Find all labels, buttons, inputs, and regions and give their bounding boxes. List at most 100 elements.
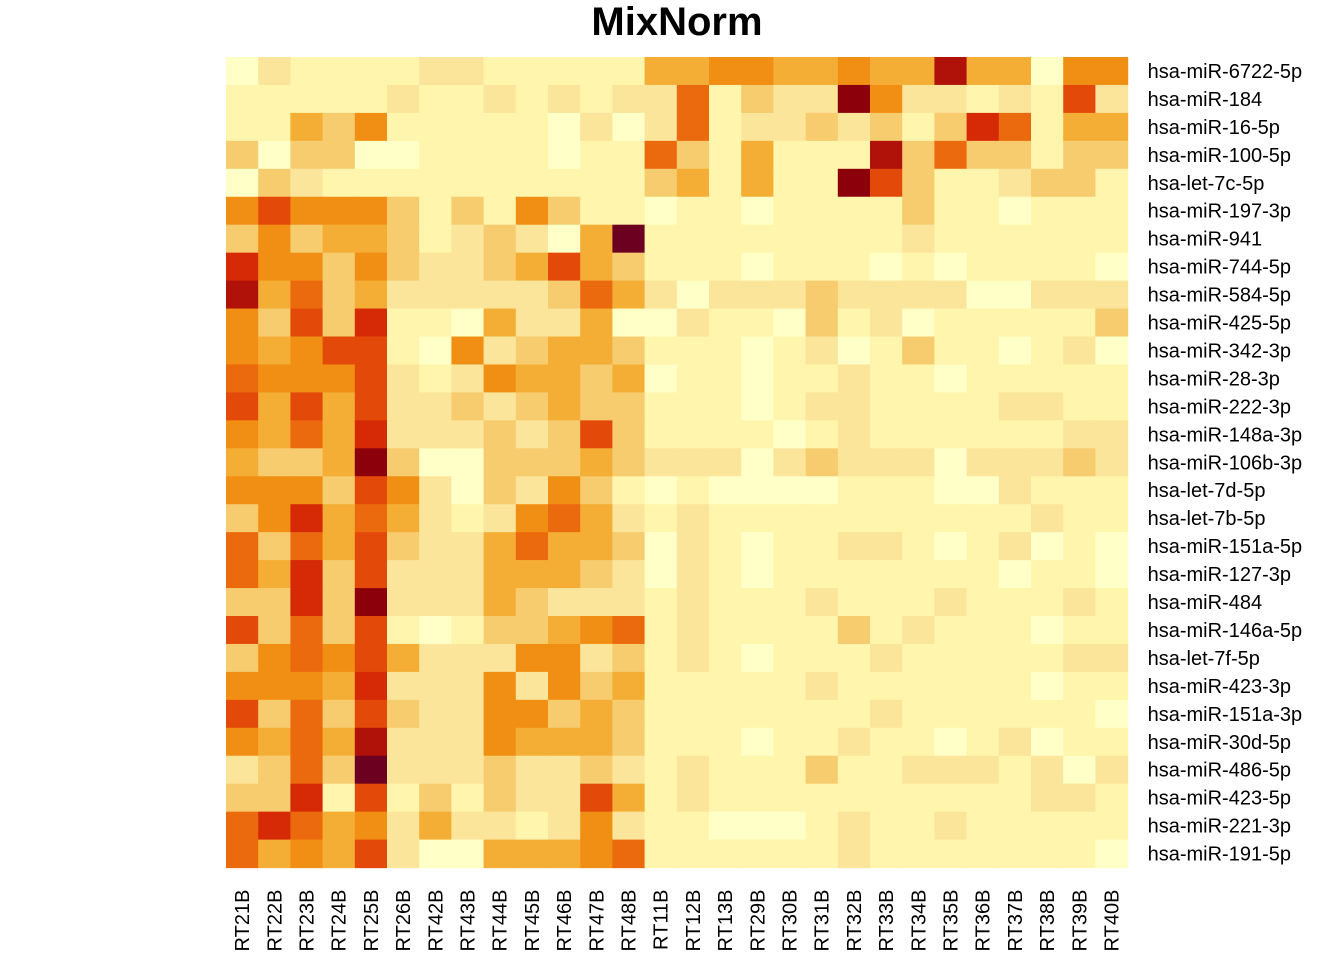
heatmap-cell — [1031, 140, 1064, 170]
heatmap-cell — [548, 755, 581, 785]
heatmap-cell — [226, 727, 259, 757]
heatmap-cell — [548, 839, 581, 869]
heatmap-cell — [837, 364, 871, 393]
heatmap-cell — [773, 308, 807, 338]
heatmap-cell — [451, 252, 485, 282]
heatmap-cell — [644, 224, 678, 254]
heatmap-cell — [998, 504, 1032, 533]
heatmap-cell — [548, 392, 581, 421]
heatmap-cell — [483, 783, 517, 813]
heatmap-cell — [998, 671, 1032, 701]
heatmap-cell — [870, 643, 903, 673]
column-label: RT24B — [329, 890, 351, 952]
heatmap-cell — [515, 168, 549, 198]
heatmap-cell — [226, 84, 259, 114]
heatmap-cell — [612, 336, 646, 366]
heatmap-cell — [419, 616, 452, 645]
heatmap-cell — [322, 364, 356, 393]
heatmap-cell — [676, 252, 710, 282]
heatmap-cell — [387, 392, 420, 421]
heatmap-cell — [515, 699, 549, 729]
heatmap-cell — [322, 560, 356, 589]
heatmap-cell — [387, 224, 420, 254]
heatmap-cell — [773, 280, 807, 310]
heatmap-cell — [451, 112, 485, 142]
heatmap-cell — [870, 588, 903, 617]
heatmap-cell — [934, 532, 968, 561]
heatmap-cell — [387, 252, 420, 282]
heatmap-cell — [612, 643, 646, 673]
heatmap-cell — [290, 560, 324, 589]
heatmap-cell — [612, 280, 646, 310]
heatmap-cell — [902, 84, 935, 114]
heatmap-cell — [483, 560, 517, 589]
heatmap-cell — [612, 671, 646, 701]
heatmap-cell — [451, 224, 485, 254]
column-label: RT11B — [651, 890, 673, 950]
heatmap-cell — [354, 448, 388, 477]
heatmap-cell — [387, 112, 420, 142]
heatmap-cell — [290, 420, 324, 449]
heatmap-cell — [483, 755, 517, 785]
heatmap-cell — [387, 671, 420, 701]
heatmap-cell — [419, 588, 452, 617]
heatmap-cell — [612, 57, 646, 86]
heatmap-cell — [354, 727, 388, 757]
heatmap-cell — [773, 560, 807, 589]
heatmap-cell — [548, 811, 581, 841]
heatmap-cell — [837, 448, 871, 477]
heatmap-cell — [1095, 280, 1129, 310]
heatmap-cell — [902, 504, 935, 533]
heatmap-cell — [805, 727, 839, 757]
heatmap-cell — [644, 112, 678, 142]
heatmap-cell — [387, 727, 420, 757]
heatmap-cell — [322, 84, 356, 114]
heatmap-cell — [226, 308, 259, 338]
heatmap-cell — [322, 671, 356, 701]
heatmap-cell — [612, 699, 646, 729]
heatmap-cell — [322, 252, 356, 282]
heatmap-cell — [580, 252, 613, 282]
heatmap-cell — [934, 504, 968, 533]
heatmap-cell — [387, 280, 420, 310]
heatmap-cell — [515, 588, 549, 617]
heatmap-cell — [226, 783, 259, 813]
heatmap-cell — [966, 84, 1000, 114]
heatmap-cell — [1095, 364, 1129, 393]
heatmap-cell — [612, 392, 646, 421]
heatmap-cell — [226, 560, 259, 589]
heatmap-cell — [612, 420, 646, 449]
heatmap-cell — [837, 308, 871, 338]
heatmap-cell — [741, 196, 774, 226]
heatmap-cell — [902, 448, 935, 477]
heatmap-cell — [741, 392, 774, 421]
heatmap-cell — [902, 140, 935, 170]
heatmap-cell — [580, 783, 613, 813]
heatmap-cell — [741, 504, 774, 533]
heatmap-cell — [934, 616, 968, 645]
heatmap-cell — [226, 168, 259, 198]
heatmap-cell — [837, 140, 871, 170]
heatmap-cell — [966, 616, 1000, 645]
heatmap-cell — [451, 336, 485, 366]
heatmap-cell — [709, 755, 742, 785]
heatmap-cell — [387, 140, 420, 170]
heatmap-cell — [902, 671, 935, 701]
heatmap-cell — [451, 532, 485, 561]
heatmap-cell — [709, 168, 742, 198]
heatmap-cell — [451, 727, 485, 757]
heatmap-cell — [805, 252, 839, 282]
column-label: RT43B — [458, 890, 480, 952]
heatmap-cell — [998, 280, 1032, 310]
heatmap-cell — [1063, 84, 1096, 114]
heatmap-cell — [998, 448, 1032, 477]
heatmap-cell — [1031, 168, 1064, 198]
row-label: hsa-miR-423-5p — [1148, 788, 1291, 810]
row-label: hsa-miR-100-5p — [1148, 145, 1291, 167]
heatmap-cell — [966, 727, 1000, 757]
column-label: RT21B — [232, 890, 254, 952]
column-label: RT40B — [1102, 890, 1124, 952]
row-label: hsa-let-7d-5p — [1148, 480, 1266, 502]
heatmap-cell — [258, 588, 291, 617]
heatmap-cell — [419, 420, 452, 449]
